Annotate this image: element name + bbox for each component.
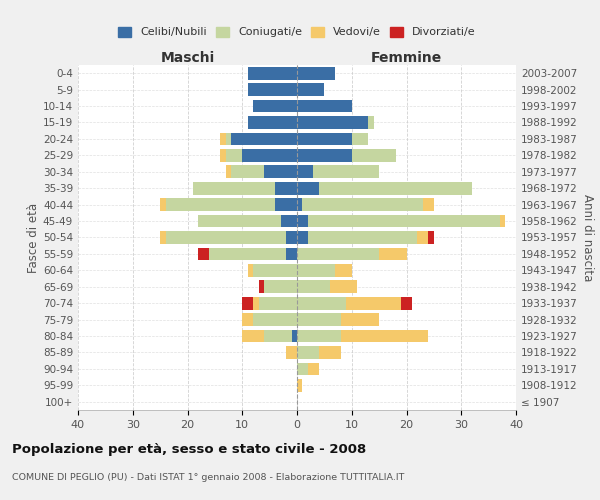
Bar <box>259 280 264 293</box>
Bar <box>341 313 379 326</box>
Bar <box>264 280 297 293</box>
Bar <box>308 231 418 244</box>
Bar <box>199 214 281 228</box>
Bar <box>226 166 232 178</box>
Bar <box>286 346 297 359</box>
Bar <box>286 248 297 260</box>
Bar <box>193 182 275 194</box>
Bar <box>264 166 297 178</box>
Bar <box>379 248 407 260</box>
Y-axis label: Anni di nascita: Anni di nascita <box>581 194 594 281</box>
Bar <box>242 313 253 326</box>
Bar <box>232 166 264 178</box>
Bar <box>297 214 308 228</box>
Bar <box>319 346 341 359</box>
Bar <box>292 330 297 342</box>
Bar <box>275 182 297 194</box>
Bar <box>253 297 259 310</box>
Bar <box>297 166 313 178</box>
Bar <box>275 198 297 211</box>
Legend: Celibi/Nubili, Coniugati/e, Vedovi/e, Divorziati/e: Celibi/Nubili, Coniugati/e, Vedovi/e, Di… <box>114 22 480 42</box>
Text: Popolazione per età, sesso e stato civile - 2008: Popolazione per età, sesso e stato civil… <box>12 442 366 456</box>
Bar <box>253 100 297 112</box>
Bar <box>232 132 297 145</box>
Bar <box>297 182 319 194</box>
Bar <box>313 166 379 178</box>
Bar <box>199 248 209 260</box>
Bar <box>297 67 335 80</box>
Bar <box>330 280 357 293</box>
Bar <box>220 132 226 145</box>
Bar <box>308 214 500 228</box>
Bar <box>242 330 264 342</box>
Text: Maschi: Maschi <box>160 51 215 65</box>
Bar <box>297 297 346 310</box>
Bar <box>226 132 232 145</box>
Bar <box>248 67 297 80</box>
Bar <box>352 149 395 162</box>
Bar <box>297 149 352 162</box>
Bar <box>248 83 297 96</box>
Bar <box>209 248 286 260</box>
Bar <box>297 330 341 342</box>
Bar <box>335 264 352 277</box>
Bar <box>297 313 341 326</box>
Bar <box>341 330 428 342</box>
Bar <box>297 248 379 260</box>
Bar <box>286 231 297 244</box>
Bar <box>423 198 434 211</box>
Bar <box>368 116 374 129</box>
Bar <box>297 346 319 359</box>
Bar <box>297 100 352 112</box>
Bar <box>308 362 319 376</box>
Bar <box>253 264 297 277</box>
Bar <box>253 313 297 326</box>
Bar <box>297 264 335 277</box>
Bar <box>297 132 352 145</box>
Bar <box>281 214 297 228</box>
Bar <box>418 231 428 244</box>
Bar <box>319 182 472 194</box>
Text: COMUNE DI PEGLIO (PU) - Dati ISTAT 1° gennaio 2008 - Elaborazione TUTTITALIA.IT: COMUNE DI PEGLIO (PU) - Dati ISTAT 1° ge… <box>12 472 404 482</box>
Text: Femmine: Femmine <box>371 51 442 65</box>
Bar <box>297 280 330 293</box>
Bar <box>264 330 292 342</box>
Bar <box>166 231 286 244</box>
Bar <box>352 132 368 145</box>
Bar <box>401 297 412 310</box>
Bar <box>297 379 302 392</box>
Bar <box>160 198 166 211</box>
Bar <box>248 116 297 129</box>
Bar <box>297 362 308 376</box>
Bar <box>242 149 297 162</box>
Bar <box>248 264 253 277</box>
Bar <box>500 214 505 228</box>
Bar <box>242 297 253 310</box>
Bar <box>160 231 166 244</box>
Bar <box>297 116 368 129</box>
Bar <box>166 198 275 211</box>
Bar <box>220 149 226 162</box>
Bar <box>297 83 325 96</box>
Bar <box>428 231 434 244</box>
Y-axis label: Fasce di età: Fasce di età <box>27 202 40 272</box>
Bar <box>346 297 401 310</box>
Bar <box>259 297 297 310</box>
Bar <box>226 149 242 162</box>
Bar <box>297 198 302 211</box>
Bar <box>297 231 308 244</box>
Bar <box>302 198 423 211</box>
